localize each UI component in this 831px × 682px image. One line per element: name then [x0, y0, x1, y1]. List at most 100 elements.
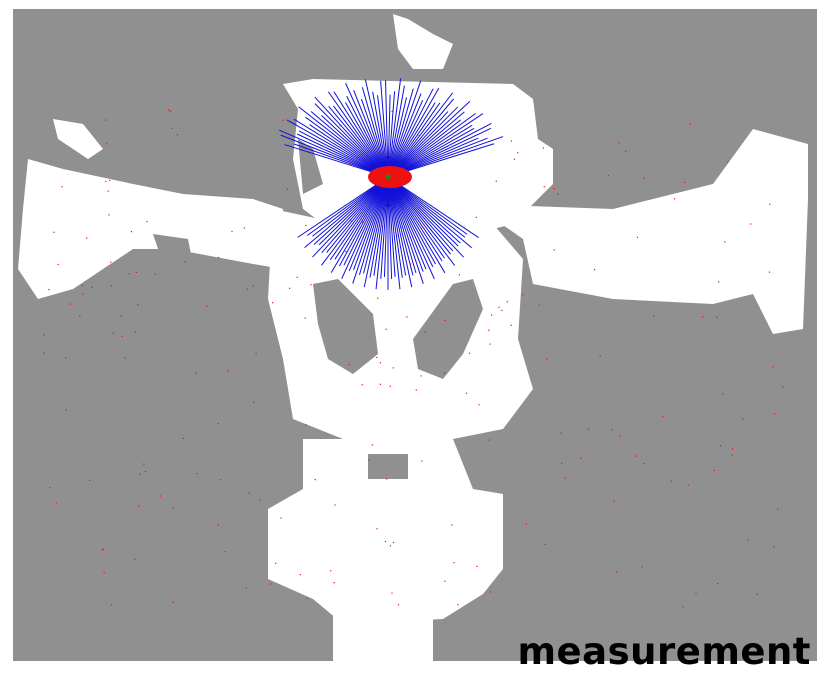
- particle: [391, 110, 393, 112]
- laser-beam: [385, 80, 389, 178]
- particle: [495, 180, 497, 182]
- particle: [219, 479, 222, 481]
- particle: [304, 317, 306, 319]
- particle: [286, 188, 289, 190]
- particle: [348, 364, 350, 366]
- laser-beam: [387, 111, 449, 178]
- particle: [478, 404, 480, 406]
- laser-beam: [318, 176, 389, 246]
- laser-beam: [286, 119, 389, 178]
- particle: [368, 459, 371, 461]
- laser-beam: [343, 176, 389, 266]
- particle: [465, 392, 468, 394]
- particle: [599, 355, 601, 357]
- particle: [345, 250, 347, 253]
- particle: [109, 179, 111, 181]
- particle: [544, 543, 546, 545]
- particle: [424, 331, 426, 333]
- particle: [513, 158, 516, 160]
- particle: [137, 304, 139, 306]
- particle: [259, 499, 261, 501]
- particle: [421, 226, 424, 228]
- laser-beam: [387, 97, 407, 178]
- laser-beam: [380, 80, 389, 178]
- particle: [43, 352, 45, 354]
- particle: [742, 418, 744, 420]
- laser-beam: [321, 115, 389, 178]
- laser-beam: [327, 91, 389, 178]
- particle: [458, 274, 460, 276]
- laser-beam: [387, 176, 466, 238]
- particle: [619, 435, 621, 437]
- particle: [385, 328, 387, 330]
- particle: [49, 487, 51, 489]
- particle: [248, 492, 250, 494]
- laser-beam: [369, 176, 389, 278]
- particle: [143, 463, 145, 465]
- particle: [695, 593, 697, 595]
- particle: [682, 606, 684, 608]
- particle: [184, 261, 186, 263]
- laser-beam: [387, 127, 492, 178]
- particle: [662, 416, 664, 418]
- particle: [607, 174, 609, 177]
- particle: [252, 285, 254, 287]
- laser-beam: [361, 87, 389, 178]
- particle: [731, 448, 734, 450]
- particle: [339, 125, 341, 127]
- particle: [457, 604, 459, 606]
- laser-beam: [387, 176, 445, 259]
- particle: [397, 604, 400, 606]
- particle: [611, 429, 613, 431]
- particle: [444, 580, 446, 582]
- laser-beam: [312, 176, 389, 237]
- laser-beam: [363, 176, 389, 288]
- particle: [79, 315, 81, 317]
- particle: [750, 223, 752, 225]
- robot-position: [385, 174, 391, 180]
- particle: [135, 271, 137, 273]
- laser-beam: [304, 176, 389, 248]
- laser-beam: [387, 176, 454, 252]
- particle: [272, 302, 274, 304]
- particle: [525, 523, 527, 525]
- particle: [561, 462, 563, 464]
- particle: [105, 119, 107, 121]
- particle: [69, 303, 71, 305]
- laser-beam: [387, 176, 403, 278]
- laser-beam: [387, 176, 414, 276]
- particle: [296, 276, 298, 278]
- particle: [306, 597, 308, 599]
- particle: [384, 541, 387, 543]
- laser-beam: [310, 111, 389, 178]
- particle: [138, 505, 140, 507]
- particle: [245, 587, 247, 589]
- particle: [154, 273, 156, 275]
- laser-beam: [345, 102, 389, 178]
- laser-beam: [387, 102, 441, 178]
- particle: [498, 306, 500, 308]
- laser-beam: [298, 106, 389, 178]
- particle: [305, 424, 307, 426]
- particle: [172, 601, 174, 603]
- particle: [546, 358, 548, 360]
- laser-beam: [387, 88, 414, 178]
- particle: [670, 480, 672, 482]
- particle: [381, 225, 383, 227]
- particle: [769, 203, 771, 205]
- particle: [722, 393, 724, 395]
- laser-beam: [387, 85, 405, 178]
- laser-beam: [387, 176, 461, 244]
- laser-beam: [383, 176, 389, 277]
- particle: [564, 477, 566, 479]
- particle: [196, 473, 198, 475]
- laser-beam: [373, 176, 389, 276]
- particle: [176, 134, 179, 136]
- particle: [294, 122, 296, 124]
- laser-beam: [387, 176, 393, 279]
- particle: [702, 316, 704, 318]
- robot-pose-marker: [385, 174, 391, 180]
- laser-beam: [387, 98, 454, 178]
- laser-beam: [387, 102, 436, 178]
- particle: [246, 288, 248, 290]
